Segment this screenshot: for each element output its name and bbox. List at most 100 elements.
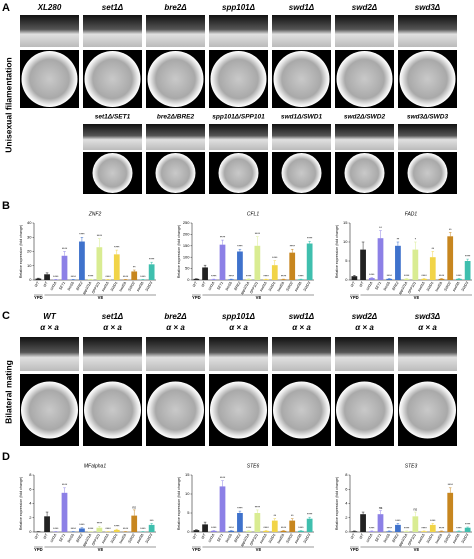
y-tick-label: 6 <box>345 486 348 491</box>
x-tick-label: spp101Δ <box>240 532 251 547</box>
x-tick-label: WT <box>359 280 366 288</box>
error-bar <box>290 518 294 521</box>
error-bar <box>466 258 469 261</box>
error-bar <box>98 526 101 528</box>
bar <box>429 257 436 280</box>
error-bar <box>132 269 136 272</box>
colony-image <box>281 153 322 193</box>
x-tick-label: swd1Δ <box>259 532 268 544</box>
x-tick-label: BRE2 <box>75 533 83 543</box>
significance-label: **** <box>263 274 269 278</box>
bar <box>210 530 217 532</box>
significance-label: **** <box>140 527 146 531</box>
x-tick-label: set1Δ <box>207 280 215 290</box>
significance-label: **** <box>62 247 68 251</box>
x-tick-label: WT <box>192 532 199 540</box>
group-label: V8 <box>98 295 104 300</box>
x-tick-label: SWD2 <box>443 281 452 292</box>
significance-label: **** <box>298 526 304 530</box>
x-tick-label: SWD2 <box>285 281 294 292</box>
x-tick-label: set1Δ <box>365 532 373 542</box>
side-label: Unisexual filamentation <box>3 57 13 152</box>
x-tick-label: swd2Δ <box>434 280 443 292</box>
bar <box>35 278 42 280</box>
x-tick-label: set1Δ <box>49 280 57 290</box>
colony-edge-image <box>335 337 394 371</box>
x-tick-label: swd3Δ <box>294 532 303 544</box>
bar <box>360 514 366 532</box>
panel-label: A <box>2 2 10 14</box>
y-tick-label: 15 <box>185 472 190 477</box>
significance-label: **** <box>114 525 120 529</box>
x-tick-label: SWD1 <box>426 533 435 544</box>
bar <box>403 278 410 280</box>
x-tick-label: SWD1 <box>268 281 277 292</box>
error-bar <box>238 248 242 252</box>
x-tick-label: WT <box>43 532 50 540</box>
significance-label: **** <box>114 245 120 249</box>
significance-label: **** <box>220 235 226 239</box>
colony-image <box>399 381 456 439</box>
significance-label: **** <box>246 526 252 530</box>
chart-title: STE6 <box>247 463 260 469</box>
bar <box>456 531 462 532</box>
significance-label: **** <box>465 522 471 526</box>
x-tick-label: bre2Δ <box>67 280 76 291</box>
x-tick-label: SET1 <box>58 533 66 543</box>
bar <box>61 255 68 280</box>
error-bar <box>256 236 259 246</box>
error-bar <box>361 241 365 250</box>
bar <box>280 530 287 532</box>
strain-label: swd3Δ <box>415 312 441 321</box>
colony-image <box>273 381 330 439</box>
bar <box>202 524 208 532</box>
significance-label: **** <box>387 526 393 530</box>
significance-label: **** <box>229 274 235 278</box>
bar <box>87 279 94 280</box>
significance-label: **** <box>71 527 77 531</box>
x-tick-label: SPP101 <box>407 281 417 294</box>
panel-label: D <box>2 451 10 463</box>
cross-label: α × a <box>292 323 311 332</box>
bar <box>412 249 419 280</box>
bar <box>289 252 296 280</box>
significance-label: **** <box>448 483 454 487</box>
group-label: V8 <box>414 547 420 552</box>
group-label: YPD <box>192 547 201 552</box>
significance-label: **** <box>88 275 94 279</box>
x-tick-label: swd2Δ <box>276 280 285 292</box>
error-bar <box>431 523 435 525</box>
significance-label: **** <box>395 519 401 523</box>
side-label: Bilateral mating <box>3 360 13 424</box>
strain-label: spp101Δ <box>222 3 256 12</box>
error-bar <box>448 487 452 493</box>
error-bar <box>45 511 49 517</box>
bar <box>289 520 296 532</box>
x-tick-label: WT <box>201 280 208 288</box>
significance-label: ns <box>379 506 383 510</box>
x-tick-label: swd3Δ <box>136 532 145 544</box>
group-label: V8 <box>98 547 104 552</box>
bar <box>395 245 401 280</box>
significance-label: **** <box>88 527 94 531</box>
chart-title: MFalpha1 <box>84 463 106 469</box>
error-bar <box>273 260 277 266</box>
y-tick-label: 10 <box>343 239 348 244</box>
cross-label: α × a <box>40 323 59 332</box>
bar <box>61 492 68 532</box>
bar <box>351 276 358 280</box>
colony-edge-image <box>335 124 394 150</box>
x-tick-label: spp101Δ <box>82 280 93 295</box>
significance-label: **** <box>140 275 146 279</box>
significance-label: ** <box>273 514 276 518</box>
group-label: YPD <box>34 547 43 552</box>
bar <box>228 530 235 532</box>
x-tick-label: bre2Δ <box>67 532 76 543</box>
significance-label: **** <box>465 254 471 258</box>
bar <box>421 278 427 280</box>
bar <box>395 524 401 532</box>
x-tick-label: bre2Δ <box>225 280 234 291</box>
bar <box>113 529 120 532</box>
significance-label: **** <box>237 506 243 510</box>
error-bar <box>80 237 84 242</box>
